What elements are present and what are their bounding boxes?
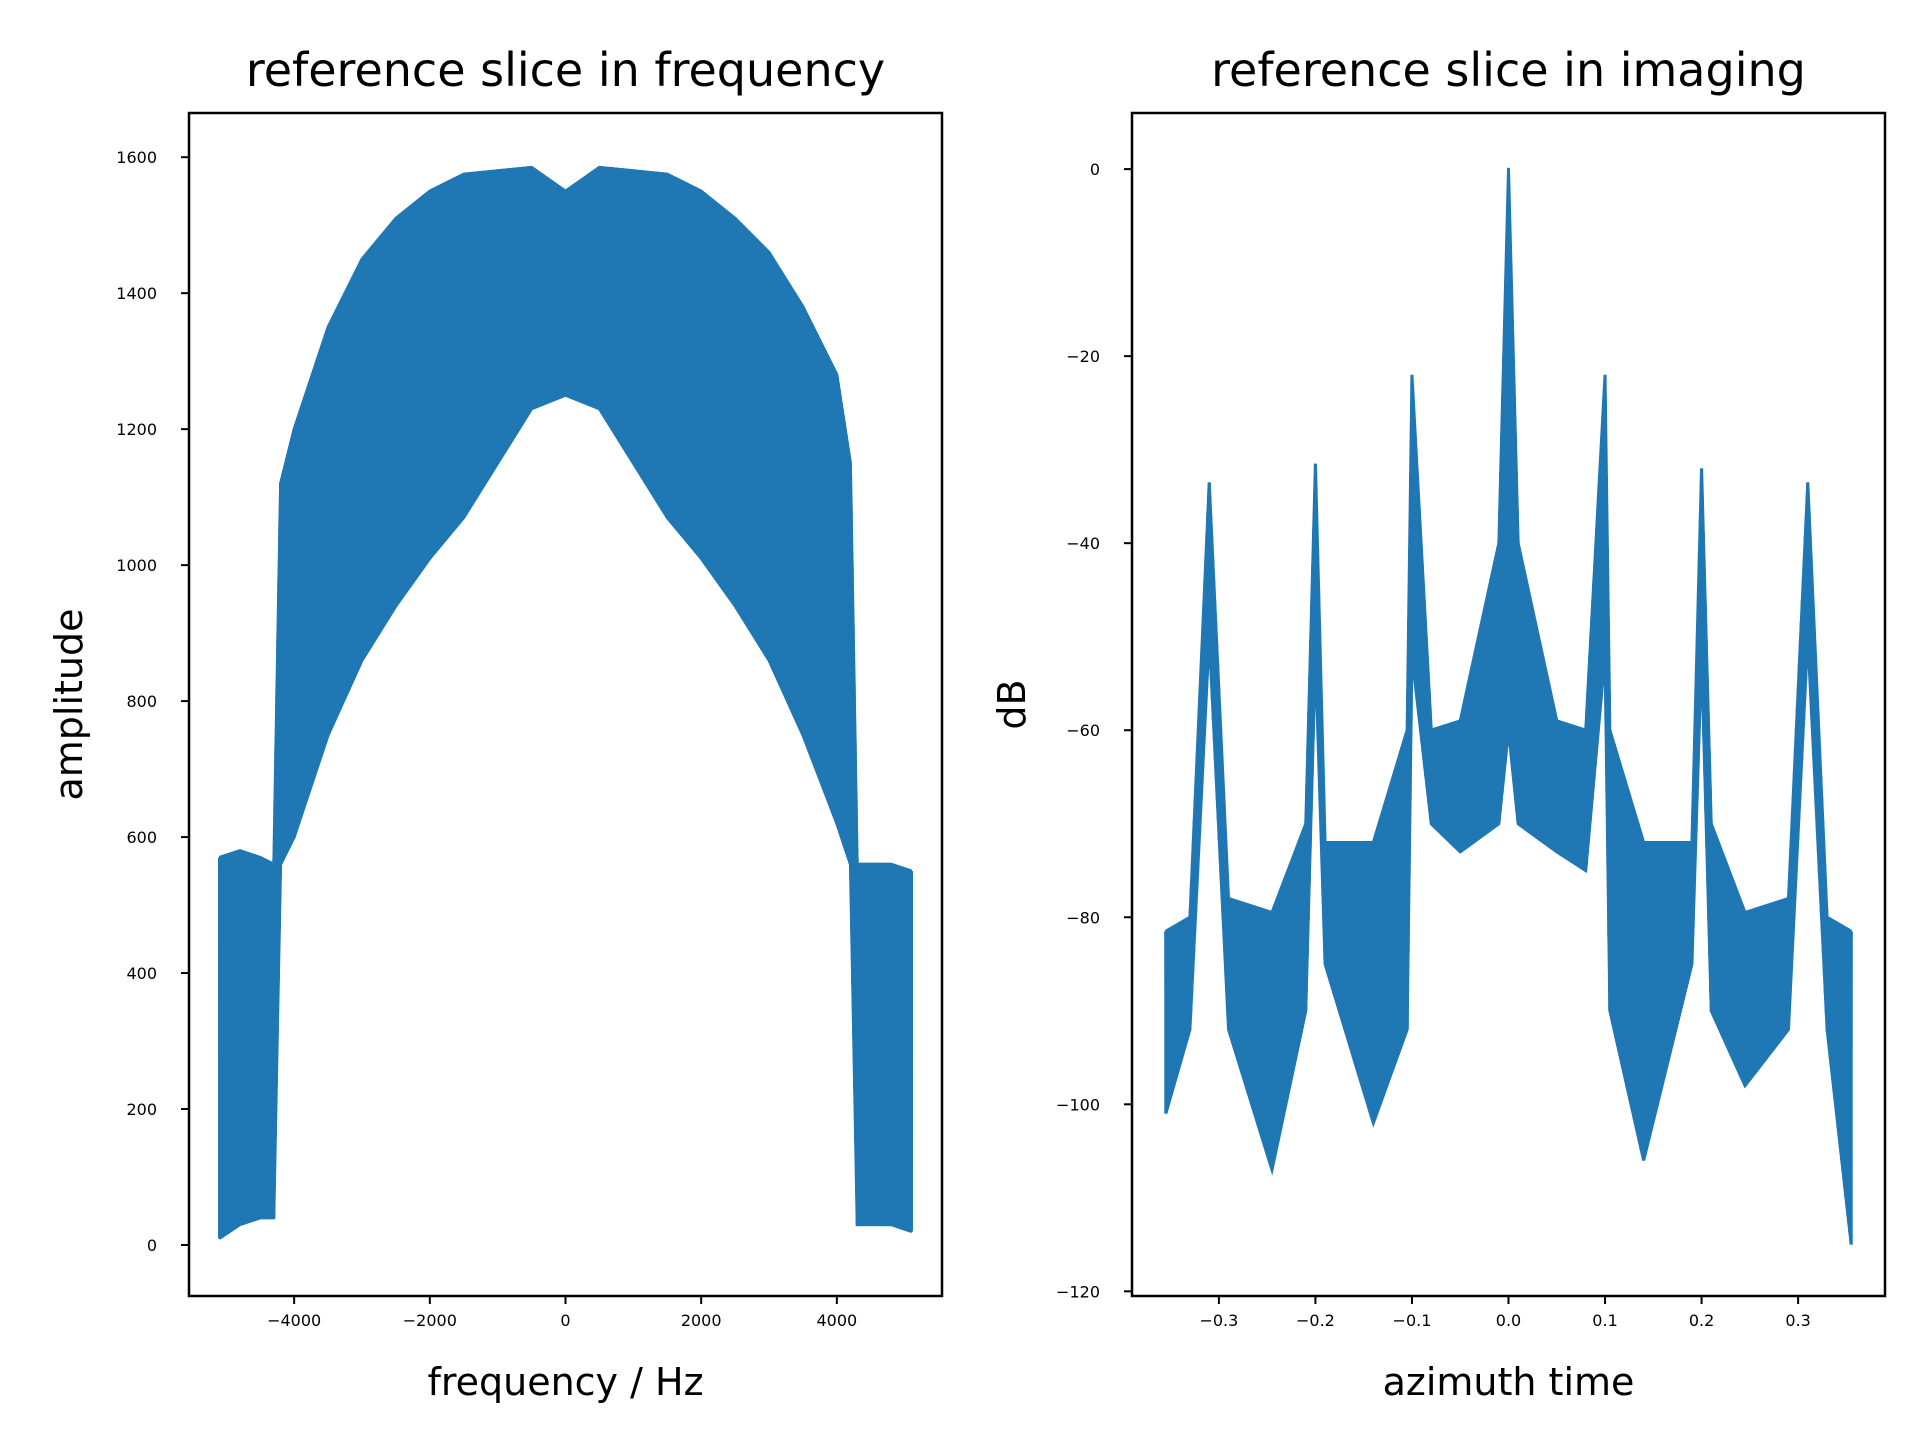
x-tick-label: 0: [560, 1311, 570, 1330]
y-tick-label: 200: [126, 1100, 157, 1119]
x-tick-label: 0.0: [1496, 1311, 1521, 1330]
x-tick-label: 4000: [816, 1311, 857, 1330]
chart-title-imaging: reference slice in imaging: [1211, 43, 1806, 97]
x-tick-label: −0.2: [1296, 1311, 1335, 1330]
y-tick-label: −40: [1066, 534, 1100, 553]
y-tick-label: 0: [1090, 160, 1100, 179]
x-tick-label: −2000: [403, 1311, 457, 1330]
y-tick-label: 1400: [116, 284, 157, 303]
x-axis-label-imaging: azimuth time: [1383, 1360, 1635, 1404]
x-tick-label: 0.1: [1592, 1311, 1617, 1330]
y-tick-label: 1000: [116, 556, 157, 575]
chart-panel-frequency: −4000 −2000 0 2000 4000 0 200 400 600 800 1000 120…: [47, 43, 944, 1404]
x-tick-label: −0.3: [1199, 1311, 1238, 1330]
x-tick-label: 2000: [681, 1311, 722, 1330]
y-axis-label-frequency: amplitude: [47, 608, 91, 800]
plot-area-frequency: [218, 165, 913, 1240]
y-tick-label: −20: [1066, 347, 1100, 366]
chart-title-frequency: reference slice in frequency: [246, 43, 885, 97]
y-tick-label: 800: [126, 692, 157, 711]
y-tick-label: 400: [126, 964, 157, 983]
plot-area-imaging: [1164, 167, 1853, 1245]
y-axis-frequency: 0 200 400 600 800 1000 1200 1400 1600: [116, 148, 189, 1255]
x-axis-label-frequency: frequency / Hz: [427, 1360, 703, 1404]
y-tick-label: 1600: [116, 148, 157, 167]
y-axis-imaging: 0 −20 −40 −60 −80 −100 −120: [1056, 160, 1132, 1301]
chart-panel-imaging: −0.3 −0.2 −0.1 0.0 0.1 0.2 0.3 0 −20 −40 −60 −80 −1…: [990, 43, 1887, 1404]
y-tick-label: 1200: [116, 420, 157, 439]
x-tick-label: 0.2: [1689, 1311, 1714, 1330]
y-tick-label: 0: [147, 1236, 157, 1255]
y-tick-label: −80: [1066, 908, 1100, 927]
x-axis-imaging: −0.3 −0.2 −0.1 0.0 0.1 0.2 0.3: [1199, 1296, 1811, 1330]
x-tick-label: −4000: [267, 1311, 321, 1330]
y-tick-label: −120: [1056, 1282, 1100, 1301]
x-tick-label: 0.3: [1785, 1311, 1810, 1330]
x-axis-frequency: −4000 −2000 0 2000 4000: [267, 1296, 857, 1330]
y-tick-label: −100: [1056, 1095, 1100, 1114]
y-axis-label-imaging: dB: [990, 679, 1034, 729]
x-tick-label: −0.1: [1393, 1311, 1432, 1330]
y-tick-label: 600: [126, 828, 157, 847]
y-tick-label: −60: [1066, 721, 1100, 740]
